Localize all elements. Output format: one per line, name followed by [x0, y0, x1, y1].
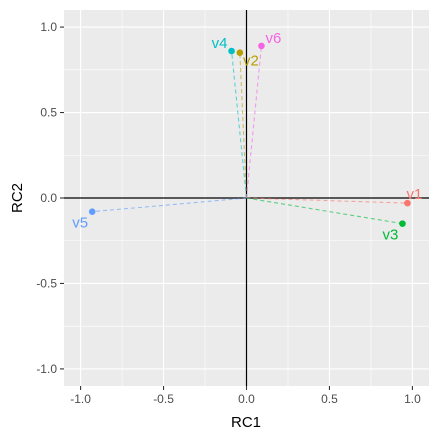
loading-line-v3 — [246, 197, 403, 225]
loading-line-v1 — [246, 197, 408, 204]
point-label-v2: v2 — [243, 53, 259, 70]
point-v3 — [399, 220, 406, 227]
point-label-v4: v4 — [212, 35, 228, 52]
point-v1 — [404, 199, 411, 207]
y-axis-title: RC2 — [9, 183, 26, 213]
loading-line-v4 — [231, 50, 248, 199]
y-tick-label: 0.5 — [40, 106, 57, 120]
point-v4 — [228, 47, 235, 55]
y-tick-label: -0.5 — [36, 276, 57, 290]
point-v6 — [258, 42, 265, 50]
point-label-v5: v5 — [72, 215, 88, 232]
y-axis-ticks: -1.0 -0.5 0.0 0.5 1.0 — [36, 20, 64, 376]
data-points — [88, 42, 411, 227]
loading-lines — [92, 45, 408, 225]
loading-line-v2 — [239, 52, 248, 199]
x-axis-title: RC1 — [231, 414, 261, 431]
y-tick-label: 1.0 — [40, 20, 57, 34]
x-tick-label: -0.5 — [153, 392, 174, 406]
loading-line-v5 — [92, 197, 247, 213]
y-tick-label: 0.0 — [40, 191, 57, 205]
x-tick-label: 0.0 — [238, 392, 255, 406]
y-tick-label: -1.0 — [36, 362, 57, 376]
loading-line-v6 — [245, 45, 262, 199]
point-v5 — [88, 208, 96, 215]
point-label-v3: v3 — [383, 227, 399, 244]
x-tick-label: -1.0 — [70, 392, 91, 406]
x-tick-label: 0.5 — [321, 392, 338, 406]
x-tick-label: 1.0 — [404, 392, 421, 406]
point-v2 — [236, 49, 244, 57]
point-label-v1: v1 — [407, 186, 423, 203]
point-label-v6: v6 — [266, 30, 282, 47]
point-labels: v1 v2 v3 v4 v5 v6 — [72, 30, 422, 244]
x-axis-ticks: -1.0 -0.5 0.0 0.5 1.0 — [70, 386, 421, 406]
